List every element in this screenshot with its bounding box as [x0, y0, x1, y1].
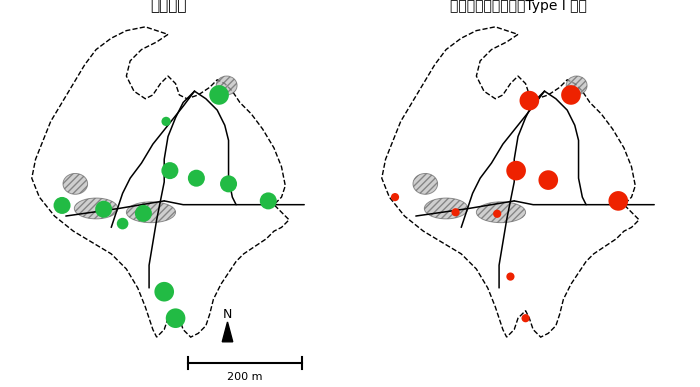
- Point: [164, 168, 176, 174]
- Point: [223, 181, 234, 187]
- Ellipse shape: [424, 198, 468, 219]
- Ellipse shape: [566, 76, 587, 95]
- Point: [520, 315, 531, 321]
- Point: [159, 289, 170, 295]
- Point: [191, 175, 202, 181]
- Point: [566, 92, 577, 98]
- Ellipse shape: [127, 202, 176, 223]
- Point: [524, 98, 535, 104]
- Point: [542, 177, 554, 183]
- Ellipse shape: [74, 198, 118, 219]
- Title: ドジョウ: ドジョウ: [150, 0, 186, 13]
- Point: [57, 202, 68, 209]
- Point: [612, 198, 624, 204]
- Point: [117, 221, 128, 227]
- Point: [450, 209, 461, 215]
- Point: [98, 206, 109, 212]
- Point: [214, 92, 225, 98]
- Ellipse shape: [63, 173, 88, 194]
- Polygon shape: [223, 322, 232, 342]
- Point: [170, 315, 181, 321]
- Text: 200 m: 200 m: [228, 372, 262, 382]
- Ellipse shape: [413, 173, 438, 194]
- Point: [160, 118, 172, 125]
- Point: [389, 194, 400, 200]
- Ellipse shape: [477, 202, 526, 223]
- Point: [505, 274, 516, 280]
- Title: ドジョウの近縁種（Type I 種）: ドジョウの近縁種（Type I 種）: [449, 0, 587, 13]
- Point: [510, 168, 522, 174]
- Point: [138, 210, 149, 216]
- Text: N: N: [223, 308, 232, 321]
- Point: [262, 198, 274, 204]
- Point: [491, 211, 503, 217]
- Ellipse shape: [216, 76, 237, 95]
